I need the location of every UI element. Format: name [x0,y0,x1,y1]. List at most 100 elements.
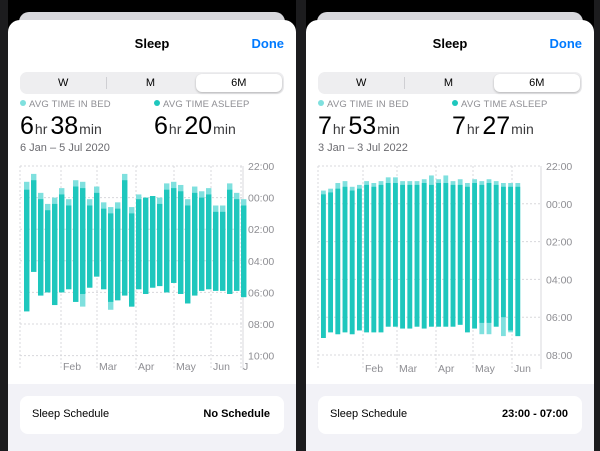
asleep-bar [328,192,333,333]
asleep-bar [213,211,219,291]
asleep-bar [414,184,420,327]
sleep-chart: 22:00 00:00 02:00 04:00 06:00 08:00 Feb Mar Apr M… [317,161,572,375]
x-tick-label: Mar [99,361,118,373]
asleep-bar [150,196,156,288]
sleep-schedule-label: Sleep Schedule [330,408,408,420]
asleep-bar [192,192,198,296]
asleep-bar [115,208,121,301]
asleep-bar [436,183,441,327]
asleep-bar [364,184,369,333]
asleep-bar [185,205,191,304]
legend-in-bed-label: AVG TIME IN BED [327,99,409,110]
sleep-sheet: Sleep Done W M 6M AVG TIME IN BED AVG TI… [306,20,594,451]
asleep-bar [108,213,114,302]
asleep-bar [501,186,506,318]
in-bed-minutes: 38 [50,112,79,140]
asleep-bar [407,184,413,329]
asleep-bar [164,189,170,293]
legend-asleep: AVG TIME ASLEEP [452,99,548,110]
asleep-bar [429,184,434,327]
segment-month[interactable]: M [145,77,156,89]
asleep-bar [357,188,362,331]
x-tick-label: May [176,361,197,373]
asleep-minutes: 27 [482,112,511,140]
segment-divider [106,77,108,89]
in-bed-hours: 7 [318,112,332,140]
asleep-bar [87,205,93,288]
asleep-bar [465,186,470,333]
in-bed-minutes: 53 [348,112,377,140]
in-bed-dot-icon [20,100,26,106]
sleep-panel-2020: Sleep Done W M 6M AVG TIME IN BED AVG TI… [8,0,296,451]
asleep-bar [479,184,485,323]
segment-week[interactable]: W [57,77,69,89]
segment-6-months[interactable]: 6M [195,74,282,92]
x-tick-label: Feb [63,361,81,373]
sleep-schedule-row[interactable]: Sleep Schedule 23:00 - 07:00 [318,396,582,434]
done-button[interactable]: Done [251,36,285,51]
x-tick-label: Apr [138,361,155,373]
y-tick-label: 08:00 [248,319,274,331]
asleep-bar [349,190,355,335]
asleep-bar [421,183,427,329]
y-tick-label: 02:00 [546,237,572,249]
y-tick-label: 04:00 [546,274,572,286]
y-tick-label: 08:00 [546,350,572,362]
legend-asleep: AVG TIME ASLEEP [154,99,250,110]
asleep-bar [94,192,100,277]
asleep-bar [206,194,212,290]
asleep-bar [31,180,37,272]
done-button[interactable]: Done [549,36,583,51]
asleep-hours: 6 [154,112,168,140]
date-range: 3 Jan – 3 Jul 2022 [318,142,408,154]
y-tick-label: 06:00 [248,287,274,299]
in-bed-min-unit: min [79,121,102,137]
asleep-bar [335,188,341,335]
asleep-bar [393,183,398,327]
asleep-bar [342,186,348,333]
legend-asleep-label: AVG TIME ASLEEP [163,99,250,110]
asleep-bar [241,205,247,298]
asleep-bar [66,205,72,290]
y-tick-label: 06:00 [546,312,572,324]
asleep-hours: 7 [452,112,466,140]
sleep-sheet: Sleep Done W M 6M AVG TIME IN BED AVG TI… [8,20,296,451]
asleep-dot-icon [452,100,458,106]
y-tick-label: 02:00 [248,224,274,236]
segment-6-months[interactable]: 6M [493,74,580,92]
sleep-chart: 22:00 00:00 02:00 04:00 06:00 08:00 10:00 Feb Ma… [19,161,274,373]
asleep-hr-unit: hr [466,121,480,137]
asleep-bar [234,199,240,291]
asleep-bar [24,189,30,312]
asleep-bar [472,183,477,329]
asleep-bar [129,213,135,307]
sleep-schedule-label: Sleep Schedule [32,408,110,420]
asleep-bar [143,197,149,294]
legend-in-bed: AVG TIME IN BED [20,99,111,110]
asleep-bar [122,180,128,296]
in-bed-hr-unit: hr [332,121,346,137]
asleep-bar [493,184,499,327]
asleep-bar [371,186,377,333]
page-title: Sleep [432,36,468,51]
legend-in-bed: AVG TIME IN BED [318,99,409,110]
x-tick-label: Jun [213,361,230,373]
asleep-bar [101,208,107,290]
asleep-bar [443,183,449,327]
asleep-bar [400,184,405,329]
page-title: Sleep [134,36,170,51]
asleep-bar [171,188,177,283]
in-bed-hours: 6 [20,112,34,140]
x-tick-label: Jun [514,363,531,375]
segment-week[interactable]: W [355,77,367,89]
asleep-bar [321,194,326,338]
period-segmented-control: W M 6M [20,72,284,94]
asleep-bar [52,203,58,306]
asleep-bar [80,188,86,294]
segment-month[interactable]: M [443,77,454,89]
asleep-bar [457,184,463,325]
asleep-minutes: 20 [184,112,213,140]
sleep-schedule-row[interactable]: Sleep Schedule No Schedule [20,396,284,434]
avg-asleep-value: 6hr 20min [154,112,239,141]
x-tick-label: Mar [399,363,418,375]
